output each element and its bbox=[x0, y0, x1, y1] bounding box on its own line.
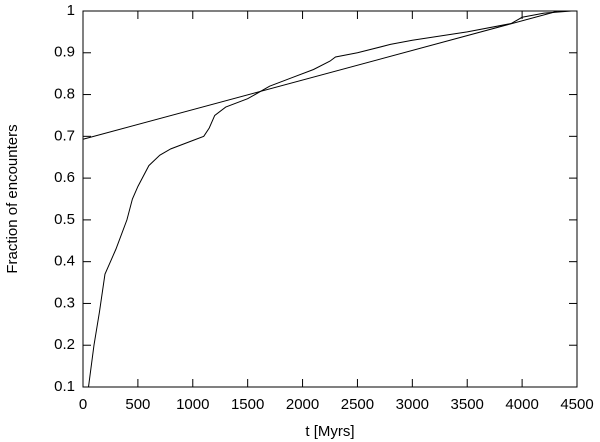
y-tick-label: 0.1 bbox=[54, 378, 75, 395]
plot-frame bbox=[82, 10, 578, 388]
y-tick-label: 0.5 bbox=[54, 211, 75, 228]
x-tick-label: 500 bbox=[125, 396, 150, 413]
y-tick-label: 0.7 bbox=[54, 127, 75, 144]
x-tick-label: 3500 bbox=[451, 396, 484, 413]
x-tick-label: 2000 bbox=[286, 396, 319, 413]
data-line bbox=[87, 10, 572, 388]
y-tick-label: 0.9 bbox=[54, 44, 75, 61]
x-tick-label: 4500 bbox=[560, 396, 593, 413]
data-line bbox=[82, 10, 559, 140]
x-tick-label: 1500 bbox=[231, 396, 264, 413]
x-tick-label: 1000 bbox=[176, 396, 209, 413]
y-axis-label: Fraction of encounters bbox=[4, 124, 21, 273]
x-tick-label: 2500 bbox=[341, 396, 374, 413]
y-tick-label: 0.3 bbox=[54, 294, 75, 311]
x-axis-label: t [Myrs] bbox=[305, 423, 354, 440]
y-tick-label: 1 bbox=[67, 2, 75, 19]
x-tick-label: 4000 bbox=[505, 396, 538, 413]
y-tick-label: 0.4 bbox=[54, 253, 75, 270]
x-tick-label: 3000 bbox=[396, 396, 429, 413]
x-tick-label: 0 bbox=[79, 396, 87, 413]
y-tick-label: 0.2 bbox=[54, 336, 75, 353]
y-tick-label: 0.8 bbox=[54, 86, 75, 103]
y-tick-label: 0.6 bbox=[54, 169, 75, 186]
